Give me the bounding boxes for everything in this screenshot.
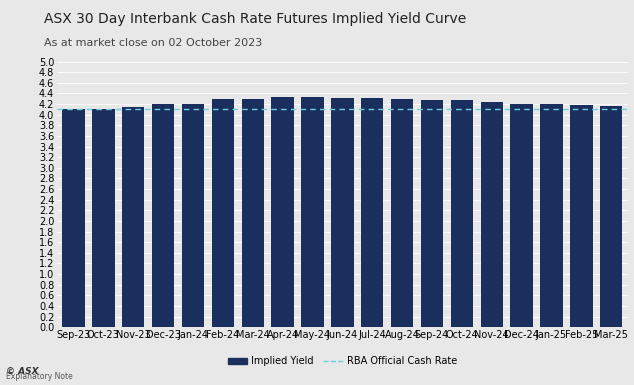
Legend: Implied Yield, RBA Official Cash Rate: Implied Yield, RBA Official Cash Rate: [224, 352, 461, 370]
Bar: [391, 99, 413, 327]
Bar: [451, 100, 473, 327]
Bar: [600, 106, 623, 327]
Text: Explanatory Note: Explanatory Note: [6, 372, 73, 381]
Bar: [271, 97, 294, 327]
Bar: [242, 99, 264, 327]
Text: As at market close on 02 October 2023: As at market close on 02 October 2023: [44, 38, 262, 49]
Text: ASX 30 Day Interbank Cash Rate Futures Implied Yield Curve: ASX 30 Day Interbank Cash Rate Futures I…: [44, 12, 467, 25]
Bar: [540, 104, 563, 327]
Bar: [570, 105, 593, 327]
Text: © ASX: © ASX: [6, 367, 39, 375]
Bar: [212, 99, 234, 327]
Bar: [182, 104, 204, 327]
Bar: [122, 107, 145, 327]
Bar: [331, 98, 354, 327]
Bar: [62, 109, 85, 327]
Bar: [421, 100, 443, 327]
Bar: [301, 97, 324, 327]
Bar: [92, 109, 115, 327]
Bar: [361, 98, 384, 327]
Bar: [510, 104, 533, 327]
Bar: [481, 102, 503, 327]
Bar: [152, 104, 174, 327]
